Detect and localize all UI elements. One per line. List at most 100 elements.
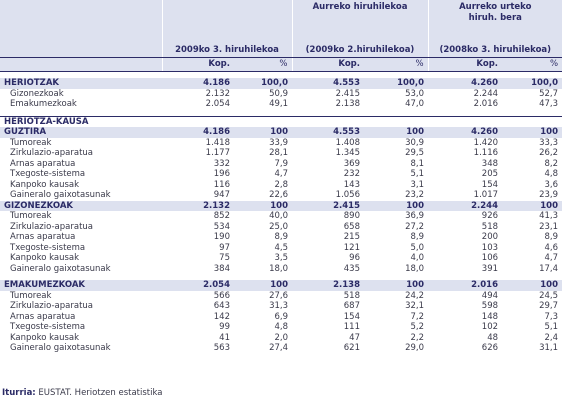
percent-cell: 100	[502, 127, 563, 138]
row-label: GIZONEZKOAK	[0, 200, 162, 211]
percent-cell: 17,4	[539, 263, 559, 274]
count-cell: 1.017	[473, 190, 499, 200]
row-label: Tumoreak	[10, 290, 52, 301]
data-row: Gizonezkoak 2.132 50,9 2.415 53,0 2.244 52,7	[0, 89, 562, 100]
percent-cell: 3,5	[274, 253, 288, 263]
row-label: Gaineralo gaixotasunak	[10, 190, 111, 200]
count-cell: 200	[481, 232, 499, 242]
percent-cell: 31,1	[539, 343, 559, 353]
percent-cell: 26,2	[539, 148, 559, 158]
row-label: HERIOTZA-KAUSA	[0, 115, 162, 127]
count-cell: 626	[481, 343, 499, 353]
percent-cell: 23,1	[539, 221, 559, 232]
count-cell: 75	[219, 253, 230, 263]
source-note: Iturria: EUSTAT. Heriotzen estatistika	[2, 388, 162, 398]
percent-cell: 5,0	[410, 242, 425, 253]
col-current-title: 2009ko 3. hiruhilekoa	[161, 44, 292, 58]
count-cell: 947	[213, 190, 230, 200]
count-cell: 205	[481, 169, 499, 179]
percent-cell: 23,9	[539, 190, 559, 200]
row-label: Emakumezkoak	[10, 99, 77, 109]
row-label: Gaineralo gaixotasunak	[10, 343, 111, 353]
percent-cell: 24,5	[539, 290, 559, 301]
percent-cell: 8,2	[544, 158, 559, 169]
percent-cell: 32,1	[405, 301, 425, 311]
count-cell: 4.186	[162, 78, 234, 89]
data-row: Gaineralo gaixotasunak 563 27,4 621 29,0 626 3…	[0, 343, 562, 354]
col-prev-quarter-sub: (2009ko 2.hiruhilekoa)	[291, 44, 429, 58]
total-row: HERIOTZAK 4.186 100,0 4.553 100,0 4.260 100,0	[0, 78, 563, 89]
percent-cell: 18,0	[405, 263, 425, 274]
count-cell: 518	[481, 221, 499, 232]
row-label: Zirkulazio-aparatua	[10, 301, 93, 311]
count-cell: 2.415	[292, 200, 364, 211]
percent-cell: 100	[502, 200, 563, 211]
row-label: Tumoreak	[10, 137, 52, 148]
count-cell: 2.138	[335, 99, 360, 109]
kop-header: Kop.	[291, 57, 364, 72]
count-cell: 658	[343, 221, 360, 232]
data-row: Arnas aparatua 332 7,9 369 8,1 348 8,2	[0, 159, 562, 170]
count-cell: 4.553	[292, 127, 364, 138]
count-cell: 348	[481, 158, 499, 169]
percent-cell: 100	[364, 200, 429, 211]
data-row: Txegoste-sistema 196 4,7 232 5,1 205 4,8	[0, 169, 562, 180]
header-corner	[0, 0, 162, 44]
col-current-head	[161, 0, 292, 44]
header-row-mid: 2009ko 3. hiruhilekoa (2009ko 2.hiruhile…	[0, 44, 563, 58]
percent-cell: 4,7	[544, 253, 559, 263]
data-row: Txegoste-sistema 97 4,5 121 5,0 103 4,6	[0, 243, 562, 254]
count-cell: 369	[343, 158, 360, 169]
count-cell: 99	[219, 322, 230, 332]
percent-cell: 2,2	[410, 332, 425, 343]
count-cell: 215	[343, 232, 360, 242]
data-row: Tumoreak 852 40,0 890 36,9 926 41,3	[0, 211, 562, 222]
count-cell: 534	[213, 221, 230, 232]
row-label: EMAKUMEZKOAK	[0, 280, 162, 291]
count-cell: 142	[213, 311, 230, 322]
count-cell: 2.132	[162, 200, 234, 211]
data-row: Gaineralo gaixotasunak 947 22,6 1.056 23,2 1.…	[0, 190, 562, 201]
count-cell: 1.177	[205, 148, 230, 158]
data-row: Kanpoko kausak 116 2,8 143 3,1 154 3,6	[0, 180, 562, 191]
count-cell: 96	[349, 253, 360, 263]
count-cell: 41	[219, 332, 230, 343]
source-label: Iturria:	[2, 388, 36, 398]
count-cell: 687	[343, 301, 360, 311]
count-cell: 435	[343, 263, 360, 274]
percent-cell: 27,6	[269, 290, 288, 301]
count-cell: 232	[343, 169, 360, 179]
count-cell: 2.244	[473, 88, 499, 99]
percent-cell: 29,5	[405, 148, 425, 158]
data-row: Kanpoko kausak 41 2,0 47 2,2 48 2,4	[0, 333, 562, 344]
percent-cell: 4,8	[274, 322, 288, 332]
count-cell: 2.244	[428, 200, 503, 211]
col-prev-quarter-title: Aurreko hiruhilekoa	[291, 0, 429, 44]
percent-cell: 100,0	[364, 78, 429, 89]
count-cell: 1.116	[473, 148, 499, 158]
percent-cell: 47,0	[405, 99, 425, 109]
group-total-row: GUZTIRA 4.186 100 4.553 100 4.260 100	[0, 127, 563, 138]
count-cell: 102	[481, 322, 499, 332]
count-cell: 2.016	[473, 99, 499, 109]
count-cell: 332	[213, 158, 230, 169]
percent-cell: 100,0	[502, 78, 563, 89]
kop-header: Kop.	[161, 57, 234, 72]
percent-cell: 47,3	[539, 99, 559, 109]
percent-cell: 100	[234, 127, 292, 138]
deaths-table: Aurreko hiruhilekoa Aurreko urteko hiruh…	[0, 0, 563, 354]
count-cell: 97	[219, 242, 230, 253]
count-cell: 391	[481, 263, 499, 274]
count-cell: 563	[213, 343, 230, 353]
count-cell: 621	[343, 343, 360, 353]
col-prev-year-title: Aurreko urteko hiruh. bera	[427, 0, 563, 44]
percent-cell	[502, 115, 563, 127]
data-row: Txegoste-sistema 99 4,8 111 5,2 102 5,1	[0, 322, 562, 333]
percent-cell: 100	[364, 280, 429, 291]
percent-cell: 4,5	[274, 242, 288, 253]
percent-cell: 100	[234, 200, 292, 211]
percent-cell: 29,0	[405, 343, 425, 353]
percent-cell: 6,9	[274, 311, 288, 322]
header-row-top: Aurreko hiruhilekoa Aurreko urteko hiruh…	[0, 0, 563, 44]
